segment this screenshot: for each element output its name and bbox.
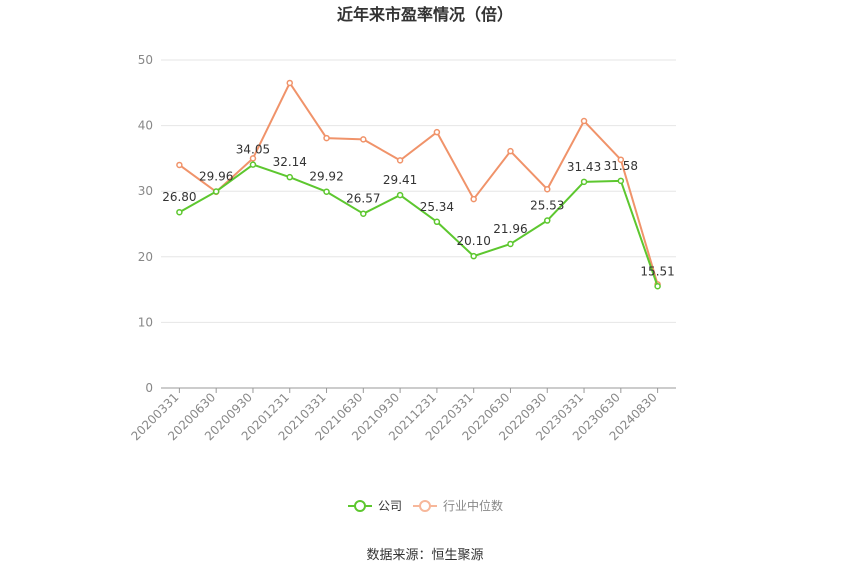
data-label-company: 15.51 [640,264,674,278]
data-label-company: 25.53 [530,199,564,213]
data-point-company[interactable] [360,210,367,217]
data-point-industry-median[interactable] [396,157,404,164]
data-point-company[interactable] [212,188,220,195]
data-label-company: 31.58 [604,159,638,173]
data-label-company: 26.57 [346,192,380,206]
label-layer: 26.8029.9634.0532.1429.9226.5729.4125.34… [162,143,675,279]
y-tick-label: 10 [138,315,153,329]
data-point-industry-median[interactable] [286,79,293,87]
y-tick-label: 30 [138,184,153,198]
legend-label-industry-median: 行业中位数 [443,498,503,513]
axis-layer: 0102030405020200331202006302020093020201… [128,53,676,443]
data-point-company[interactable] [433,218,441,226]
data-point-company[interactable] [249,161,257,168]
legend-marker-industry-median [419,500,431,512]
chart-title: 近年来市盈率情况（倍） [337,5,513,24]
data-point-industry-median[interactable] [249,155,257,162]
data-point-company[interactable] [544,217,551,224]
data-label-company: 32.14 [273,155,307,169]
data-label-company: 29.41 [383,173,417,187]
data-point-company[interactable] [617,177,625,185]
series-layer [176,79,661,290]
data-point-industry-median[interactable] [176,161,183,169]
data-label-company: 26.80 [162,190,196,204]
data-label-company: 29.96 [199,169,233,183]
data-label-company: 31.43 [567,160,601,174]
data-point-industry-median[interactable] [360,136,367,143]
data-point-company[interactable] [286,173,293,181]
series-line-company [178,163,659,287]
legend-item-industry-median[interactable]: 行业中位数 [413,498,503,513]
data-label-company: 21.96 [493,222,527,236]
data-point-company[interactable] [176,208,183,216]
data-point-industry-median[interactable] [544,185,551,193]
data-point-company[interactable] [507,240,514,248]
data-point-industry-median[interactable] [323,134,330,142]
y-tick-label: 50 [138,53,153,67]
data-point-company[interactable] [654,283,661,290]
series-line-industry-median [178,81,659,285]
legend-marker-company [354,500,366,512]
y-tick-label: 0 [145,381,153,395]
data-point-industry-median[interactable] [617,156,625,163]
legend: 公司 行业中位数 [348,498,503,513]
y-tick-label: 40 [138,119,153,133]
data-point-industry-median[interactable] [580,117,588,125]
data-point-company[interactable] [396,191,404,199]
data-label-company: 29.92 [309,170,343,184]
legend-label-company: 公司 [378,499,402,513]
data-label-company: 34.05 [236,143,270,157]
data-label-company: 20.10 [456,234,490,248]
data-point-industry-median[interactable] [470,195,477,203]
source-note: 数据来源：恒生聚源 [366,548,483,563]
data-point-industry-median[interactable] [433,128,441,136]
grid-layer [161,59,676,323]
data-label-company: 25.34 [420,200,454,214]
legend-item-company[interactable]: 公司 [348,499,402,513]
data-point-company[interactable] [580,178,588,186]
data-point-company[interactable] [323,188,330,195]
data-point-company[interactable] [470,252,477,260]
data-point-industry-median[interactable] [507,147,514,155]
y-tick-label: 20 [138,250,153,264]
